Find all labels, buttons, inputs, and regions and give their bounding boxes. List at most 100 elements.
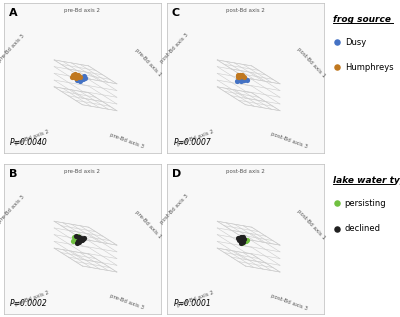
Text: post-Bd axis 1: post-Bd axis 1 bbox=[296, 47, 326, 79]
Text: post-Bd axis 3: post-Bd axis 3 bbox=[160, 32, 190, 64]
Point bbox=[240, 78, 247, 83]
Text: pre-Bd axis 3: pre-Bd axis 3 bbox=[0, 33, 26, 63]
Point bbox=[74, 73, 80, 78]
Text: P=0.0002: P=0.0002 bbox=[10, 299, 48, 308]
Point bbox=[237, 237, 243, 242]
Point bbox=[74, 240, 80, 245]
Point bbox=[80, 77, 86, 82]
Point bbox=[239, 235, 246, 240]
Point bbox=[238, 234, 244, 239]
Point bbox=[241, 237, 248, 242]
Text: Humphreys: Humphreys bbox=[345, 63, 393, 72]
Text: pre-Bd axis 1: pre-Bd axis 1 bbox=[134, 48, 162, 78]
Point bbox=[243, 239, 249, 244]
Text: frog source: frog source bbox=[334, 15, 392, 24]
Point bbox=[334, 40, 340, 45]
Point bbox=[242, 76, 248, 81]
Point bbox=[334, 65, 340, 70]
Text: post-Bd axis 2: post-Bd axis 2 bbox=[226, 8, 265, 13]
Text: pre-Bd axis 3: pre-Bd axis 3 bbox=[108, 132, 144, 149]
Point bbox=[244, 78, 250, 83]
Text: pre-Bd axis 2: pre-Bd axis 2 bbox=[64, 8, 100, 13]
Point bbox=[240, 240, 247, 245]
Point bbox=[76, 235, 82, 240]
Point bbox=[237, 235, 243, 240]
Point bbox=[75, 75, 81, 81]
Text: post-Bd axis 1: post-Bd axis 1 bbox=[296, 208, 326, 240]
Point bbox=[76, 74, 82, 79]
Point bbox=[75, 233, 81, 238]
Point bbox=[71, 74, 78, 79]
Point bbox=[76, 240, 82, 245]
Point bbox=[240, 239, 247, 244]
Text: B: B bbox=[9, 169, 17, 179]
Point bbox=[74, 234, 80, 239]
Point bbox=[75, 72, 81, 77]
Text: post-Bd axis 3: post-Bd axis 3 bbox=[270, 132, 308, 150]
Point bbox=[236, 237, 242, 243]
Text: P=0.0040: P=0.0040 bbox=[10, 138, 48, 146]
Text: post-Bd axis 3: post-Bd axis 3 bbox=[270, 293, 308, 311]
Point bbox=[234, 75, 241, 80]
Point bbox=[238, 78, 244, 83]
Point bbox=[73, 76, 79, 81]
Point bbox=[238, 241, 244, 246]
Point bbox=[69, 74, 76, 80]
Point bbox=[77, 79, 84, 84]
Point bbox=[70, 239, 77, 244]
Point bbox=[78, 237, 84, 243]
Point bbox=[241, 237, 248, 243]
Point bbox=[82, 75, 88, 80]
Text: pre-Bd axis 2: pre-Bd axis 2 bbox=[14, 129, 50, 146]
Point bbox=[241, 74, 248, 80]
Text: C: C bbox=[172, 8, 180, 18]
Text: pre-Bd axis 3: pre-Bd axis 3 bbox=[108, 293, 144, 310]
Point bbox=[74, 77, 80, 82]
Text: pre-Bd axis 2: pre-Bd axis 2 bbox=[14, 290, 50, 307]
Point bbox=[238, 236, 245, 241]
Text: pre-Bd axis 3: pre-Bd axis 3 bbox=[0, 194, 26, 224]
Point bbox=[78, 75, 84, 81]
Point bbox=[73, 236, 79, 242]
Text: post-Bd axis 3: post-Bd axis 3 bbox=[160, 193, 190, 225]
Text: post-Bd axis 2: post-Bd axis 2 bbox=[226, 169, 265, 174]
Point bbox=[239, 74, 246, 79]
Point bbox=[70, 73, 77, 78]
Point bbox=[235, 73, 242, 78]
Point bbox=[238, 237, 245, 243]
Point bbox=[233, 79, 240, 84]
Text: lake water type: lake water type bbox=[334, 177, 400, 185]
Text: D: D bbox=[172, 169, 181, 179]
Point bbox=[80, 74, 87, 79]
Point bbox=[240, 235, 247, 240]
Text: pre-Bd axis 1: pre-Bd axis 1 bbox=[134, 209, 162, 239]
Point bbox=[244, 238, 250, 243]
Point bbox=[76, 236, 82, 241]
Point bbox=[238, 72, 245, 77]
Text: persisting: persisting bbox=[345, 199, 386, 208]
Text: post-Bd axis 2: post-Bd axis 2 bbox=[176, 290, 214, 308]
Point bbox=[240, 75, 247, 80]
Point bbox=[72, 72, 78, 77]
Text: pre-Bd axis 2: pre-Bd axis 2 bbox=[64, 169, 100, 174]
Text: Dusy: Dusy bbox=[345, 37, 366, 47]
Point bbox=[78, 236, 84, 241]
Point bbox=[334, 201, 340, 206]
Point bbox=[334, 226, 340, 231]
Point bbox=[238, 76, 245, 81]
Point bbox=[238, 74, 244, 79]
Point bbox=[73, 233, 79, 238]
Text: A: A bbox=[9, 8, 17, 18]
Point bbox=[76, 75, 82, 80]
Point bbox=[80, 236, 87, 241]
Point bbox=[237, 73, 243, 78]
Point bbox=[77, 238, 84, 243]
Text: post-Bd axis 2: post-Bd axis 2 bbox=[176, 129, 214, 146]
Point bbox=[77, 74, 84, 80]
Point bbox=[73, 73, 79, 78]
Point bbox=[77, 236, 84, 241]
Point bbox=[72, 237, 78, 243]
Text: P=0.0007: P=0.0007 bbox=[173, 138, 211, 146]
Point bbox=[235, 236, 242, 241]
Point bbox=[237, 76, 243, 81]
